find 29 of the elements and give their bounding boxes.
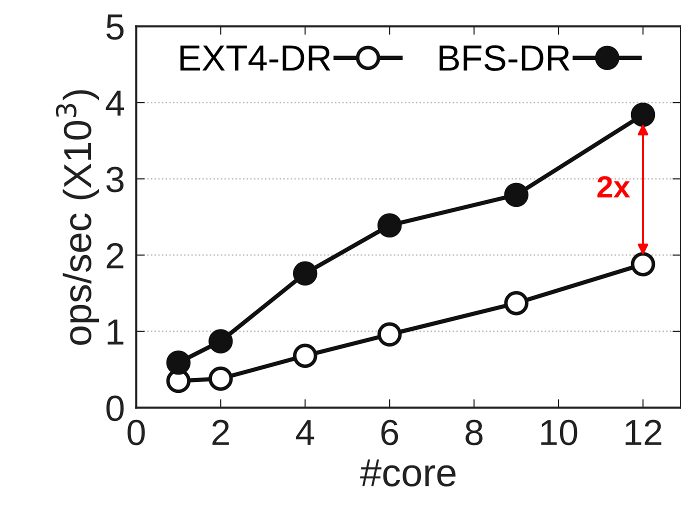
x-tick-label: 8 [466,420,483,446]
point [292,261,318,286]
point [377,322,402,347]
y-tick-label: 4 [106,90,124,116]
x-axis-title: #core [360,460,456,487]
x-tick-label: 0 [128,420,145,446]
legend-label: BFS-DR [440,45,570,71]
y-tick-label: 3 [106,166,124,192]
x-tick-label: 6 [381,420,398,446]
point [166,350,191,375]
y-tick-label: 2 [106,242,124,268]
x-tick-label: 4 [296,420,314,445]
point [504,182,528,208]
point [208,329,233,354]
point [377,213,402,238]
x-tick-label: 12 [626,420,662,445]
y-tick-label: 0 [106,396,124,422]
annotation: 2x [597,176,630,198]
point [630,102,656,127]
y-tick-label: 1 [108,320,124,344]
x-tick-label: 10 [541,420,578,446]
x-tick-label: 2 [212,420,229,445]
legend-label: EXT4-DR [180,46,330,71]
point [630,252,656,276]
y-tick-label: 5 [106,14,124,40]
point [208,366,233,391]
point [504,291,528,316]
y-axis-title: ops/sec (X10$^{3}$) [56,90,100,345]
point [292,344,318,368]
